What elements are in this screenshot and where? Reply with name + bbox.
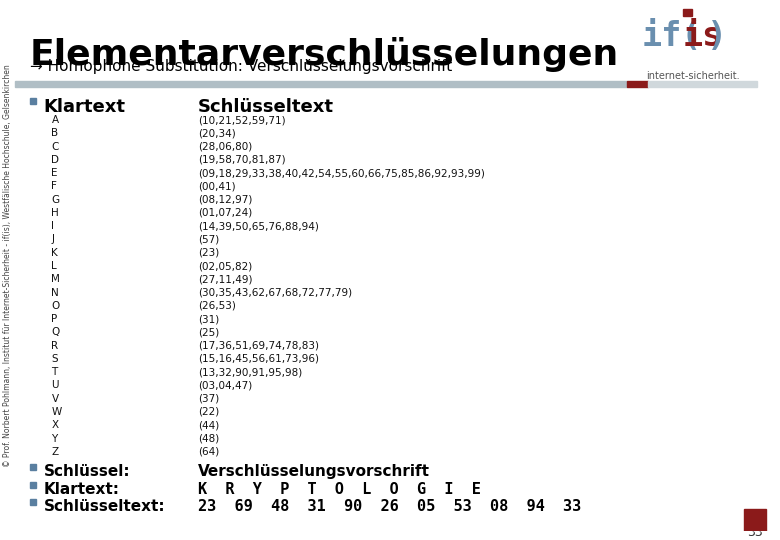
Text: ): ) [707,19,727,53]
Text: B: B [51,129,58,138]
Bar [626,80,648,87]
Bar [30,500,36,505]
Text: Schlüsseltext: Schlüsseltext [198,98,334,116]
Text: (03,04,47): (03,04,47) [198,381,252,390]
Text: H: H [51,208,59,218]
Text: W: W [51,407,62,417]
Text: A: A [51,115,58,125]
Bar [648,80,757,87]
Text: (64): (64) [198,447,219,457]
Text: K: K [51,248,58,258]
Text: if(: if( [641,19,702,53]
Text: Schlüsseltext:: Schlüsseltext: [44,500,165,515]
Text: (28,06,80): (28,06,80) [198,141,252,152]
Text: (44): (44) [198,420,219,430]
Text: D: D [51,155,59,165]
Text: © Prof. Norbert Pohlmann, Institut für Internet-Sicherheit - if(is), Westfälisch: © Prof. Norbert Pohlmann, Institut für I… [3,64,12,467]
Text: E: E [51,168,58,178]
Text: Q: Q [51,327,60,338]
Text: (37): (37) [198,394,219,404]
Text: → Homophone Substitution: Verschlüsselungsvorschrift: → Homophone Substitution: Verschlüsselun… [30,59,452,74]
Text: 33: 33 [747,526,763,539]
Text: N: N [51,287,59,298]
Text: (31): (31) [198,314,219,324]
Text: (14,39,50,65,76,88,94): (14,39,50,65,76,88,94) [198,221,319,231]
Text: P: P [51,314,58,324]
Text: (27,11,49): (27,11,49) [198,274,253,284]
Text: (10,21,52,59,71): (10,21,52,59,71) [198,115,285,125]
Text: (13,32,90,91,95,98): (13,32,90,91,95,98) [198,367,302,377]
Text: 23  69  48  31  90  26  05  53  08  94  33: 23 69 48 31 90 26 05 53 08 94 33 [198,500,581,515]
Text: (25): (25) [198,327,219,338]
Text: Verschlüsselungsvorschrift: Verschlüsselungsvorschrift [198,464,430,479]
Text: Klartext: Klartext [44,98,126,116]
Text: U: U [51,381,59,390]
Text: J: J [51,234,55,245]
Text: (15,16,45,56,61,73,96): (15,16,45,56,61,73,96) [198,354,319,364]
Text: (01,07,24): (01,07,24) [198,208,252,218]
Text: Schlüssel:: Schlüssel: [44,464,130,479]
Bar [744,509,766,531]
Bar [683,9,692,16]
Text: (48): (48) [198,434,219,443]
Text: I: I [51,221,55,231]
Text: (02,05,82): (02,05,82) [198,261,252,271]
Text: X: X [51,420,58,430]
Text: F: F [51,181,58,191]
Text: (22): (22) [198,407,219,417]
Text: Elementarverschlüsselungen: Elementarverschlüsselungen [30,37,619,72]
Text: V: V [51,394,58,404]
Text: (19,58,70,81,87): (19,58,70,81,87) [198,155,285,165]
Text: Z: Z [51,447,58,457]
Text: (20,34): (20,34) [198,129,236,138]
Text: (17,36,51,69,74,78,83): (17,36,51,69,74,78,83) [198,341,319,350]
Bar [30,482,36,488]
Text: (23): (23) [198,248,219,258]
Text: S: S [51,354,58,364]
Text: (08,12,97): (08,12,97) [198,194,252,205]
Text: G: G [51,194,59,205]
Text: Y: Y [51,434,58,443]
Text: R: R [51,341,58,350]
Bar [30,98,36,104]
Text: (30,35,43,62,67,68,72,77,79): (30,35,43,62,67,68,72,77,79) [198,287,352,298]
Bar [15,80,626,87]
Text: T: T [51,367,58,377]
Text: Klartext:: Klartext: [44,482,119,497]
Text: is: is [683,19,723,53]
Text: O: O [51,301,60,311]
Text: (09,18,29,33,38,40,42,54,55,60,66,75,85,86,92,93,99): (09,18,29,33,38,40,42,54,55,60,66,75,85,… [198,168,485,178]
Text: M: M [51,274,60,284]
Text: internet-sicherheit.: internet-sicherheit. [647,71,740,81]
Bar [30,464,36,470]
Text: K  R  Y  P  T  O  L  O  G  I  E: K R Y P T O L O G I E [198,482,480,497]
Text: C: C [51,141,58,152]
Text: L: L [51,261,57,271]
Text: (00,41): (00,41) [198,181,236,191]
Text: (57): (57) [198,234,219,245]
Text: (26,53): (26,53) [198,301,236,311]
